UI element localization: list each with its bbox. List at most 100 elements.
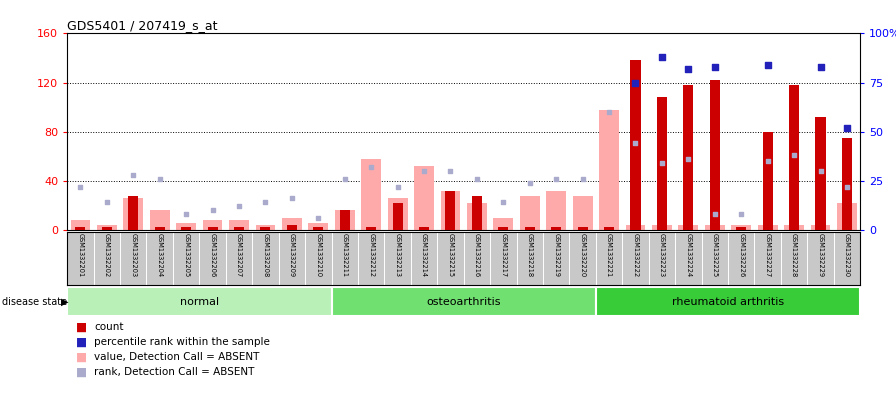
Bar bbox=[71, 220, 90, 230]
Bar bbox=[67, 287, 332, 316]
Bar bbox=[498, 228, 508, 230]
Bar bbox=[234, 228, 244, 230]
Text: GSM1332223: GSM1332223 bbox=[659, 233, 665, 277]
Text: GSM1332212: GSM1332212 bbox=[368, 233, 375, 277]
Text: GSM1332206: GSM1332206 bbox=[210, 233, 216, 278]
Bar bbox=[441, 191, 461, 230]
Point bbox=[655, 160, 669, 166]
Text: rheumatoid arthritis: rheumatoid arthritis bbox=[672, 297, 784, 307]
Text: value, Detection Call = ABSENT: value, Detection Call = ABSENT bbox=[94, 352, 260, 362]
Text: GSM1332215: GSM1332215 bbox=[447, 233, 453, 277]
Bar bbox=[604, 228, 614, 230]
Point bbox=[311, 215, 325, 221]
Bar bbox=[652, 225, 672, 230]
Text: GSM1332213: GSM1332213 bbox=[394, 233, 401, 277]
Bar bbox=[837, 203, 857, 230]
Bar bbox=[494, 218, 513, 230]
Bar bbox=[784, 225, 804, 230]
Text: GSM1332218: GSM1332218 bbox=[527, 233, 533, 277]
Bar bbox=[177, 222, 196, 230]
Point bbox=[549, 176, 564, 182]
Text: GSM1332230: GSM1332230 bbox=[844, 233, 850, 277]
Text: ■: ■ bbox=[76, 336, 87, 349]
Bar bbox=[155, 228, 165, 230]
Point bbox=[391, 184, 405, 190]
Bar bbox=[388, 198, 408, 230]
Bar bbox=[467, 203, 487, 230]
Point bbox=[708, 211, 722, 217]
Bar bbox=[472, 195, 482, 230]
Text: GSM1332205: GSM1332205 bbox=[183, 233, 189, 278]
Point bbox=[761, 158, 775, 164]
Bar bbox=[314, 228, 323, 230]
Text: GSM1332224: GSM1332224 bbox=[685, 233, 692, 278]
Bar bbox=[150, 210, 169, 230]
Text: GSM1332221: GSM1332221 bbox=[606, 233, 612, 277]
Text: GSM1332225: GSM1332225 bbox=[711, 233, 718, 278]
Text: GSM1332219: GSM1332219 bbox=[553, 233, 559, 277]
Point bbox=[444, 168, 458, 174]
Point bbox=[73, 184, 88, 190]
Text: GSM1332217: GSM1332217 bbox=[500, 233, 506, 277]
Bar bbox=[287, 225, 297, 230]
Bar bbox=[366, 228, 376, 230]
Text: percentile rank within the sample: percentile rank within the sample bbox=[94, 337, 270, 347]
Bar bbox=[102, 228, 112, 230]
Bar bbox=[758, 225, 778, 230]
Text: GDS5401 / 207419_s_at: GDS5401 / 207419_s_at bbox=[67, 19, 218, 32]
Point bbox=[840, 125, 854, 131]
Bar bbox=[762, 132, 772, 230]
Bar bbox=[657, 97, 667, 230]
Point bbox=[99, 199, 114, 206]
Text: GSM1332222: GSM1332222 bbox=[633, 233, 639, 278]
Bar bbox=[710, 80, 719, 230]
Point bbox=[417, 168, 431, 174]
Point bbox=[338, 176, 352, 182]
Point bbox=[470, 176, 484, 182]
Bar bbox=[128, 195, 138, 230]
Text: disease state: disease state bbox=[2, 297, 67, 307]
Text: ▶: ▶ bbox=[61, 297, 68, 307]
Point bbox=[761, 62, 775, 68]
Point bbox=[496, 199, 511, 206]
Bar bbox=[340, 210, 349, 230]
Point bbox=[708, 64, 722, 70]
Point bbox=[285, 195, 299, 202]
Bar bbox=[97, 225, 116, 230]
Bar bbox=[229, 220, 249, 230]
Text: rank, Detection Call = ABSENT: rank, Detection Call = ABSENT bbox=[94, 367, 254, 377]
Text: ■: ■ bbox=[76, 365, 87, 379]
Point bbox=[787, 152, 801, 158]
Bar bbox=[705, 225, 725, 230]
Bar bbox=[811, 225, 831, 230]
Bar bbox=[596, 287, 860, 316]
Bar bbox=[261, 228, 271, 230]
Point bbox=[734, 211, 748, 217]
Bar bbox=[737, 228, 746, 230]
Text: osteoarthritis: osteoarthritis bbox=[426, 297, 501, 307]
Bar bbox=[547, 191, 566, 230]
Bar bbox=[414, 166, 434, 230]
Point bbox=[364, 164, 378, 170]
Point bbox=[258, 199, 272, 206]
Bar bbox=[282, 218, 302, 230]
Bar bbox=[578, 228, 588, 230]
Point bbox=[840, 184, 854, 190]
Point bbox=[205, 207, 220, 213]
Bar bbox=[573, 195, 592, 230]
Text: count: count bbox=[94, 322, 124, 332]
Point bbox=[575, 176, 590, 182]
Text: GSM1332204: GSM1332204 bbox=[157, 233, 163, 278]
Bar bbox=[815, 117, 825, 230]
Bar bbox=[789, 85, 799, 230]
Bar bbox=[631, 61, 641, 230]
Bar bbox=[181, 228, 191, 230]
Text: GSM1332226: GSM1332226 bbox=[738, 233, 745, 278]
Text: GSM1332207: GSM1332207 bbox=[236, 233, 242, 278]
Bar bbox=[332, 287, 596, 316]
Point bbox=[628, 140, 642, 147]
Bar bbox=[525, 228, 535, 230]
Bar bbox=[445, 191, 455, 230]
Point bbox=[232, 203, 246, 209]
Point bbox=[814, 168, 828, 174]
